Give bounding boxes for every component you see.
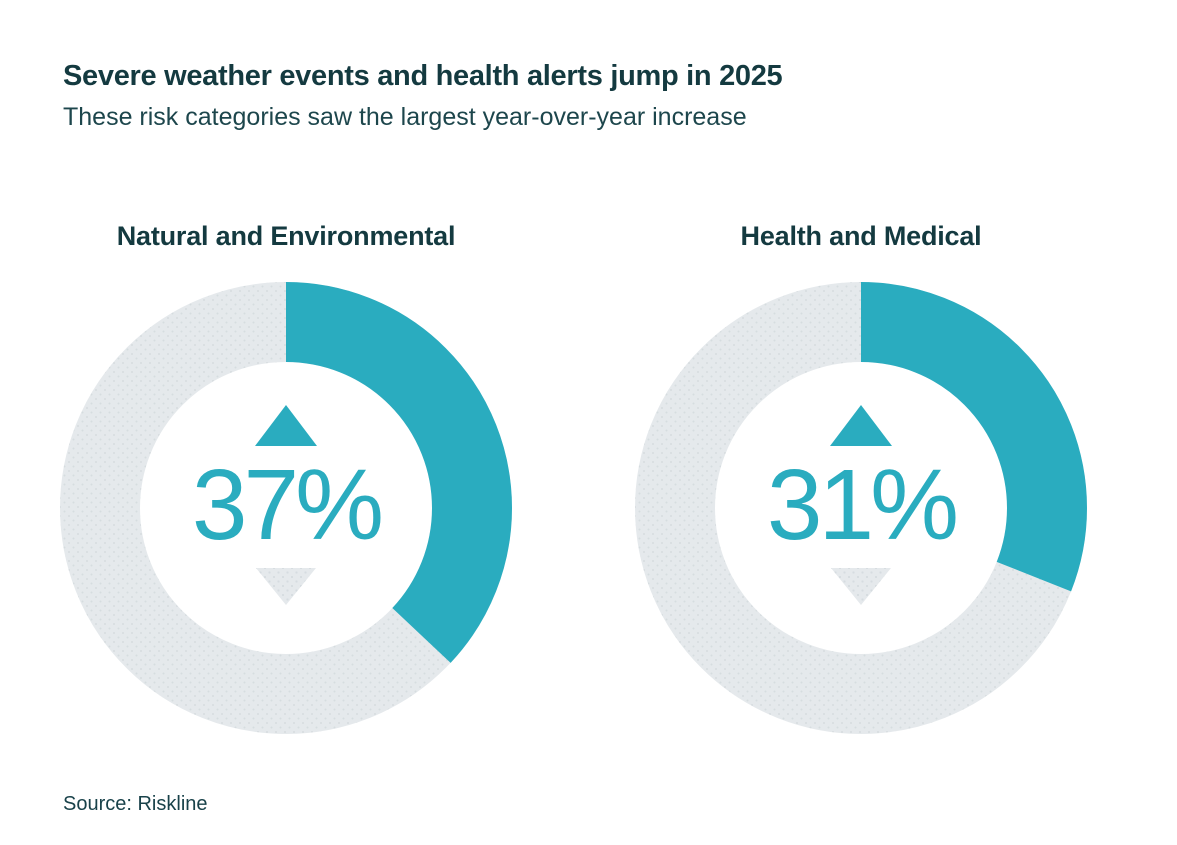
page-subtitle: These risk categories saw the largest ye…: [63, 103, 747, 131]
donut-value-arc: [635, 282, 1087, 734]
donut-figure-natural-environmental: Natural and Environmental 37%: [58, 219, 514, 736]
donut-value-label: 37%: [191, 449, 384, 561]
donut-heading: Health and Medical: [740, 221, 982, 251]
page-title: Severe weather events and health alerts …: [63, 60, 783, 92]
donut-value-label: 31%: [766, 449, 959, 561]
source-attribution: Source: Riskline: [63, 793, 208, 815]
donut-center-overlay: 31%: [633, 280, 1089, 736]
arrow-up-icon: [830, 405, 892, 446]
donut-center-overlay: 37%: [58, 280, 514, 736]
donut-chart: 31%: [633, 280, 1089, 736]
donut-heading: Natural and Environmental: [116, 221, 456, 251]
donut-value-arc: [60, 282, 512, 734]
arrow-down-icon: [831, 568, 891, 605]
donut-svg: [635, 282, 1087, 734]
donut-svg: [60, 282, 512, 734]
donut-chart: 37%: [58, 280, 514, 736]
arrow-down-icon: [256, 568, 316, 605]
donut-figure-health-medical: Health and Medical 31%: [633, 219, 1089, 736]
arrow-up-icon: [255, 405, 317, 446]
